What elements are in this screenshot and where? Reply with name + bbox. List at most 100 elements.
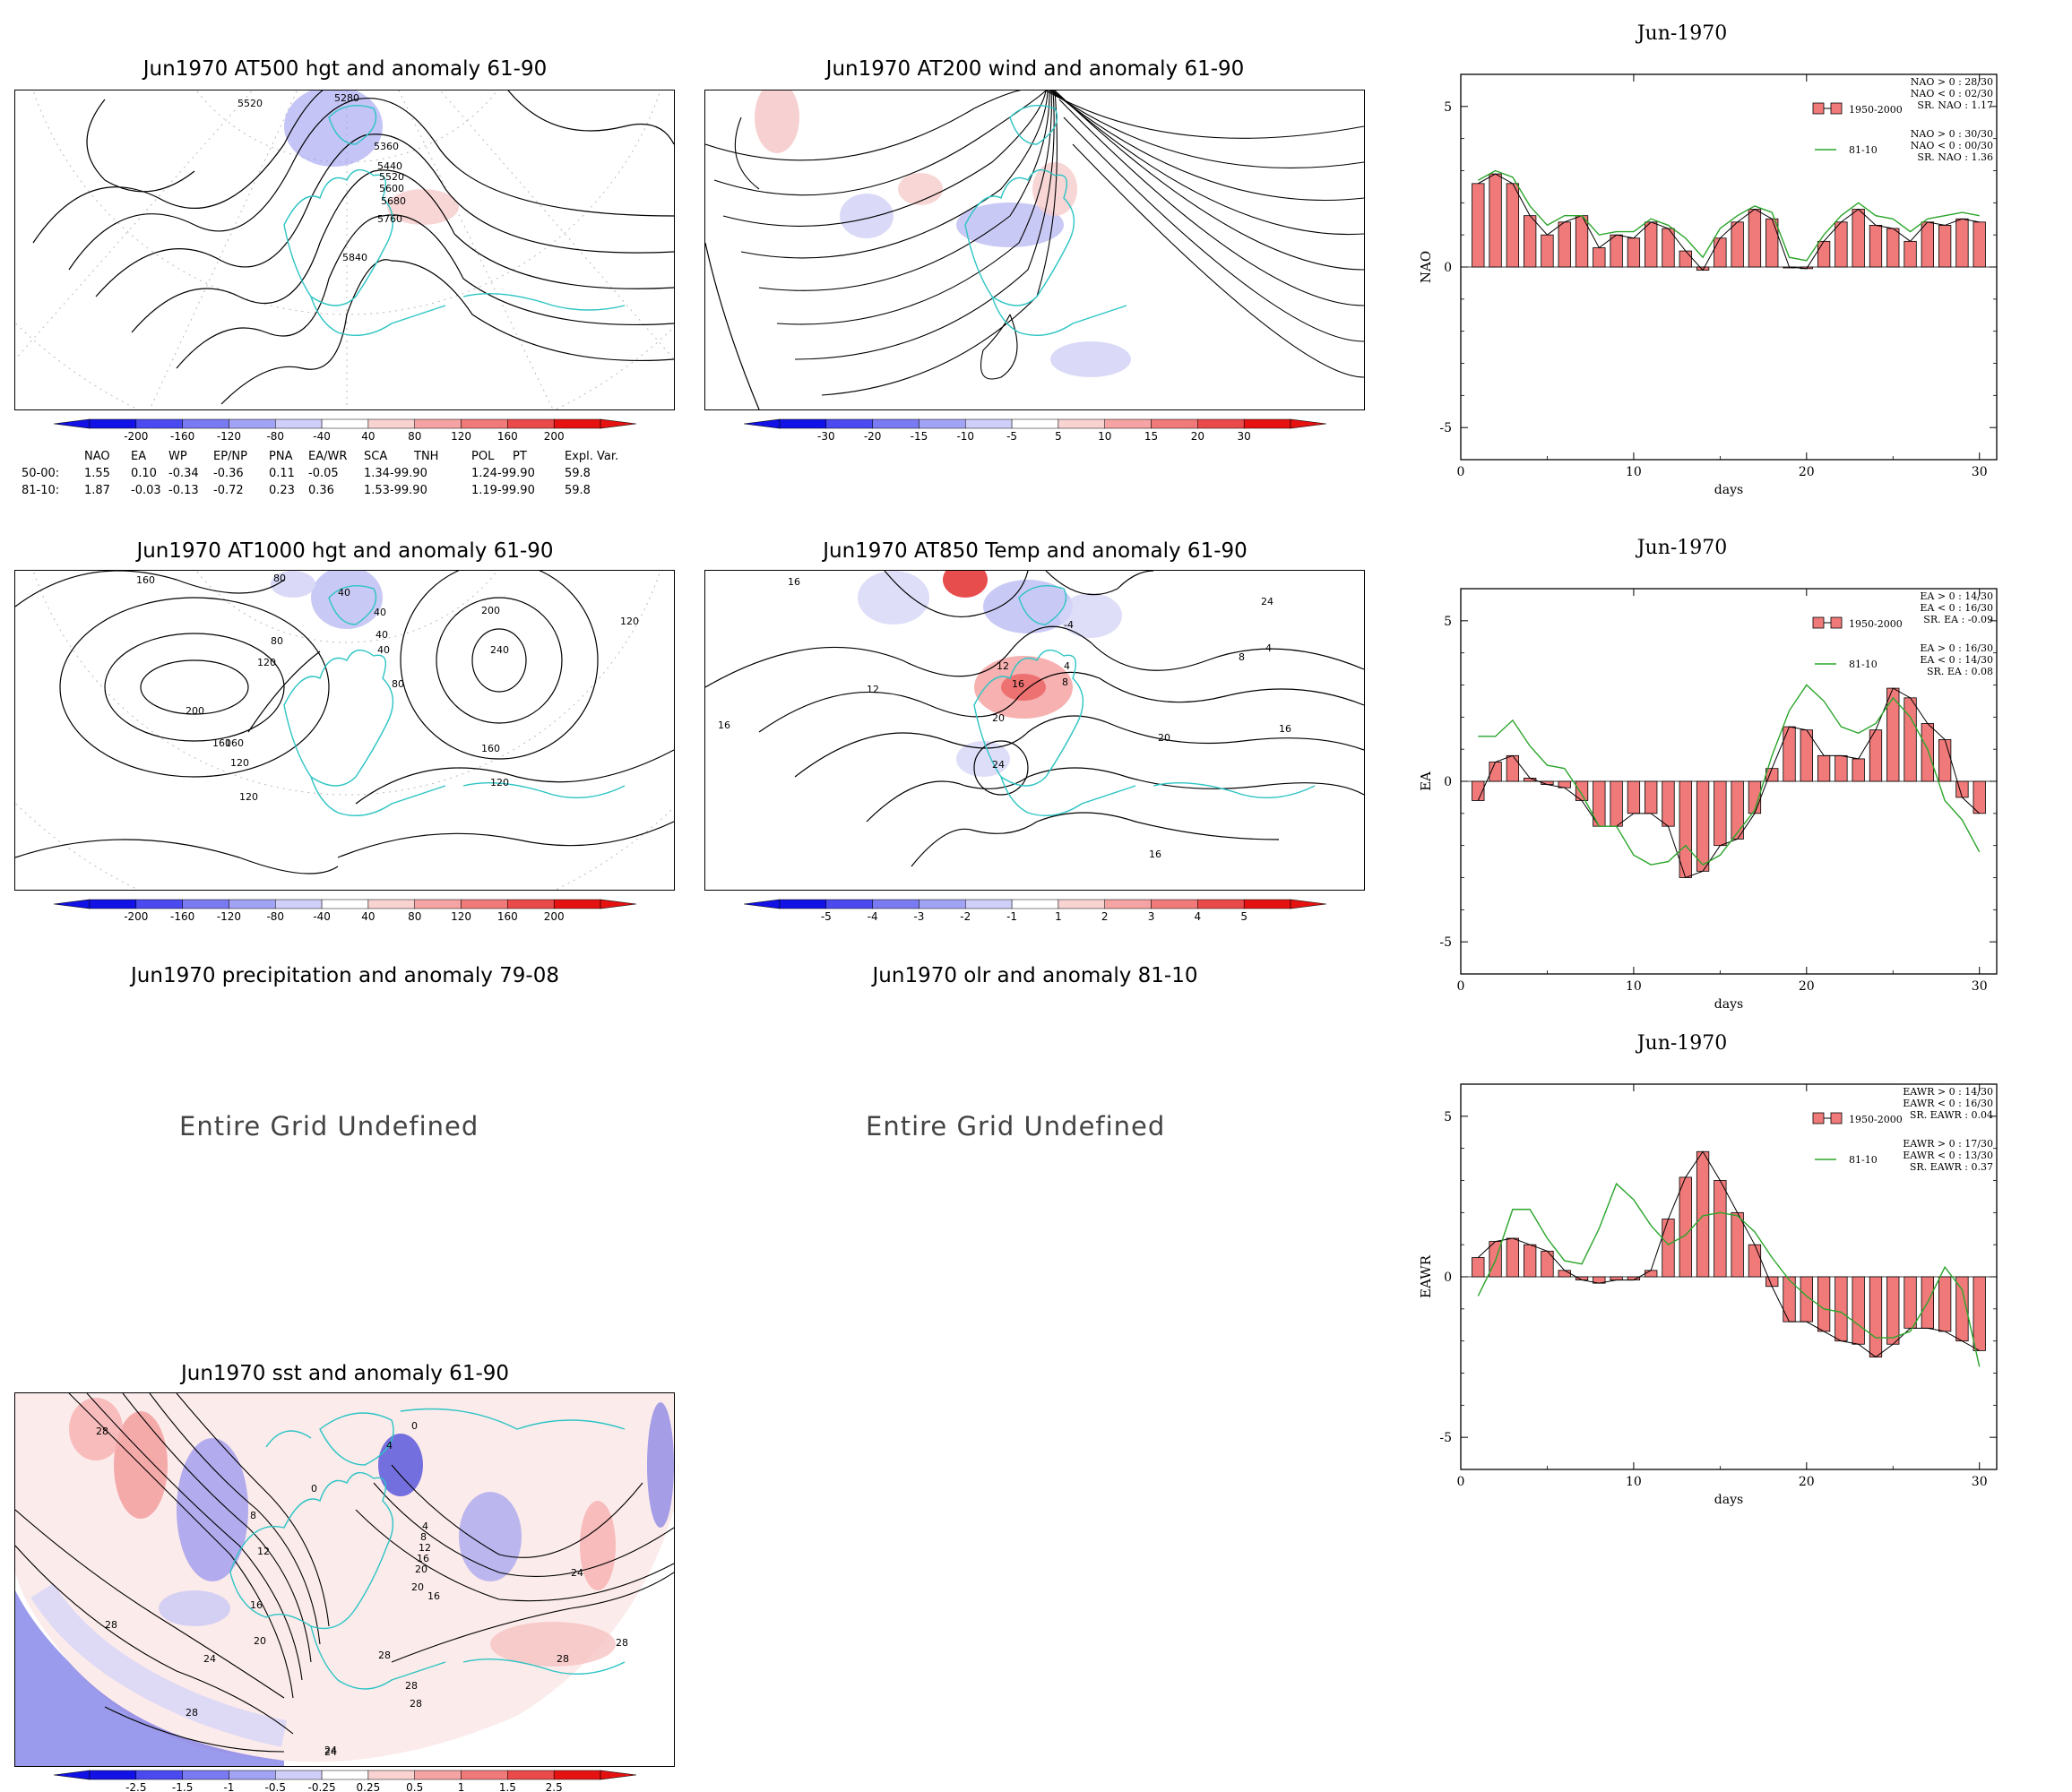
bar [1938,1276,1952,1332]
map-title: Jun1970 AT1000 hgt and anomaly 61-90 [136,539,554,563]
colorbar-swatch [321,418,369,429]
legend-line-label: 81-10 [1849,1154,1878,1166]
stats-row: 50-00: 1.55 0.10 -0.34 -0.36 0.11 -0.05 … [22,465,627,482]
colorbar-tick-label: -160 [170,430,194,443]
bar [1472,780,1485,801]
map-svg: 28 24 28 20 16 12 8 4 0 28 24 28 20 16 1… [15,1393,674,1766]
chart-title: Jun-1970 [1636,1032,1728,1055]
stats-row: 81-10: 1.87 -0.03 -0.13 -0.72 0.23 0.36 … [22,482,627,499]
ts-chart-ea: Jun-1970 5 0 -5 0 10 20 30 days EA 1950-2000 81-10 E… [1418,537,1998,1012]
bar [1645,221,1658,268]
colorbar-tick-label: 10 [1098,430,1111,443]
colorbar: -200 -160 -120 -80 -40 40 80 120 160 200 [54,418,636,443]
colorbar-tick-label: -1 [223,1781,234,1792]
contour-label: 16 [1279,723,1291,735]
legend-bar-label: 1950-2000 [1849,1114,1903,1125]
y-axis-label: EA [1418,771,1434,791]
contour-label: 80 [273,573,286,584]
stats-cell: 1.87 [84,484,110,497]
line-series [1478,684,1981,866]
colorbar-tick-label: 20 [1191,430,1204,443]
colorbar-swatch [229,418,276,429]
legend-stat: SR. EAWR : 0.37 [1910,1161,1993,1173]
colorbar-tick-label: -40 [313,430,331,443]
colorbar-swatch [135,418,183,429]
colorbar-tick-label: 2 [1101,910,1109,923]
bar [1714,1180,1727,1278]
contour-label: 8 [1239,651,1245,663]
contour-label: 0 [411,1420,418,1432]
colorbar-tick-label: 40 [361,910,375,923]
contour-label: 16 [417,1553,429,1564]
colorbar-swatch [275,899,323,909]
stats-cell: 1.24-99.90 [471,467,535,480]
colorbar-tick-label: -0.25 [308,1781,336,1792]
colorbar-swatch [779,418,827,429]
bar [1558,221,1571,268]
colorbar-swatch [1197,418,1245,429]
stats-row-label: 81-10: [22,484,60,497]
colorbar-swatch [779,899,827,909]
colorbar-tick-label: -80 [266,430,284,443]
contour-label: 12 [997,660,1009,672]
bar [1714,780,1727,847]
x-tick-label: 20 [1799,1475,1815,1489]
legend-stat: EA < 0 : 14/30 [1920,654,1993,666]
contour-label: 40 [377,644,390,656]
legend-bar-label: 1950-2000 [1849,104,1903,116]
bar [1506,183,1520,268]
stats-cell: 1.55 [84,467,110,480]
legend-stat: NAO > 0 : 28/30 [1911,76,1993,88]
colorbar-tick-label: -2.5 [125,1781,146,1792]
bar [1696,1150,1710,1278]
bar [1921,221,1934,268]
map-svg: 16 12 16 20 24 16 12 20 24 16 8 4 -4 8 4… [705,571,1364,867]
colorbar-tick-label: -40 [313,910,331,923]
contour-label: 20 [411,1581,424,1593]
bar [1593,247,1606,268]
colorbar-tick-label: -5 [1006,430,1017,443]
y-tick-label: 5 [1444,1110,1452,1124]
contour-label: 20 [415,1564,427,1575]
stats-cell: 1.34-99.90 [364,467,427,480]
stats-header-row: NAO EA WP EP/NP PNA EA/WR SCA TNH POL PT… [22,448,627,465]
contour-label: 24 [1261,596,1273,607]
legend-bar-swatch [1812,1112,1825,1124]
bar [1748,1244,1762,1278]
colorbar-tick-label: -120 [217,910,241,923]
stats-header: EA [131,450,147,463]
colorbar-swatch [135,899,183,909]
colorbar-swatch [965,418,1013,429]
stats-header: EA/WR [308,450,348,463]
colorbar-swatch [229,1770,276,1780]
bar [1731,221,1744,268]
x-axis-label: days [1714,483,1743,497]
bar-series-line [1477,687,1981,879]
map-title: Jun1970 AT500 hgt and anomaly 61-90 [142,57,548,81]
colorbar-tick-label: 2.5 [546,1781,563,1792]
bar [1852,209,1865,268]
colorbar-tick-label: -30 [817,430,835,443]
colorbar-tick-label: 1 [1055,910,1062,923]
stats-cell: -0.13 [168,484,199,497]
contour-label: 28 [410,1698,422,1710]
colorbar-swatch [919,418,966,429]
bar [1766,1276,1779,1288]
colorbar-swatch [1197,899,1245,909]
colorbar-swatch [461,418,508,429]
contour-label: 5680 [381,195,406,207]
colorbar-tick-label: 15 [1144,430,1158,443]
map-svg: 160 80 40 80 120 160 200 240 160 120 120… [15,571,674,890]
map-plot: 16 12 16 20 24 16 12 20 24 16 8 4 -4 8 4… [704,570,1365,891]
contour-label: 40 [374,607,386,618]
contour-label: 200 [481,605,500,616]
colorbar-tick-label: -3 [913,910,924,923]
bar [1886,228,1900,268]
map-title: Jun1970 AT850 Temp and anomaly 61-90 [823,539,1248,563]
colorbar-tick-label: -15 [911,430,928,443]
bar [1817,1276,1831,1332]
map-title: Jun1970 sst and anomaly 61-90 [180,1362,510,1385]
contour-label: 24 [203,1653,216,1665]
colorbar-arrow [54,1770,91,1780]
bar [1955,218,1969,268]
